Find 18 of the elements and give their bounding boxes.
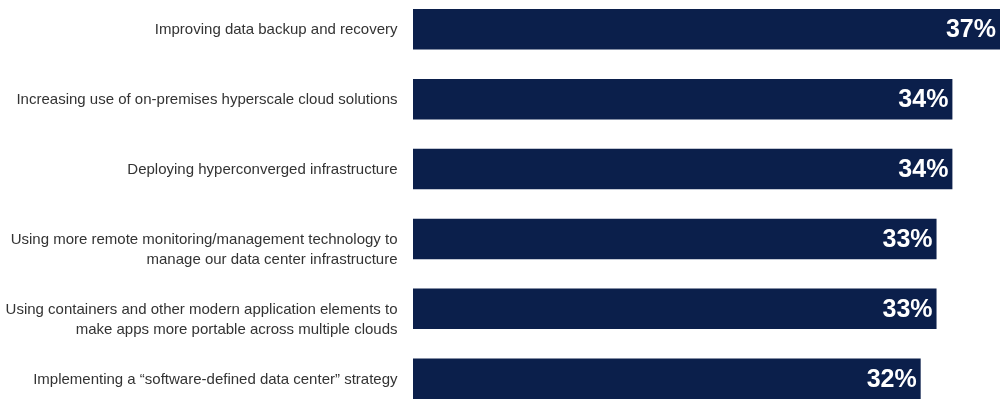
data-label: 33% bbox=[882, 223, 933, 252]
bar bbox=[413, 148, 953, 190]
data-label: 37% bbox=[945, 14, 996, 43]
bar bbox=[413, 78, 953, 120]
bar bbox=[413, 8, 1000, 50]
bar bbox=[413, 288, 937, 330]
bar bbox=[413, 218, 937, 260]
data-label: 33% bbox=[882, 293, 933, 322]
data-label: 34% bbox=[898, 84, 949, 113]
data-label: 34% bbox=[898, 154, 949, 183]
data-label: 32% bbox=[866, 363, 917, 392]
y-tick-label: Using more remote monitoring/management technology to manage our data center infrastructure bbox=[10, 229, 398, 267]
y-tick-label: Improving data backup and recovery bbox=[154, 20, 398, 38]
y-tick-label: Implementing a “software-defined data center” strategy bbox=[33, 369, 398, 387]
y-tick-label: Deploying hyperconverged infrastructure bbox=[127, 160, 398, 178]
y-tick-label: Using containers and other modern application elements to make apps more portable across multiple clouds bbox=[5, 299, 398, 337]
y-tick-label: Increasing use of on-premises hyperscale cloud solutions bbox=[16, 90, 398, 108]
bar bbox=[413, 358, 921, 400]
